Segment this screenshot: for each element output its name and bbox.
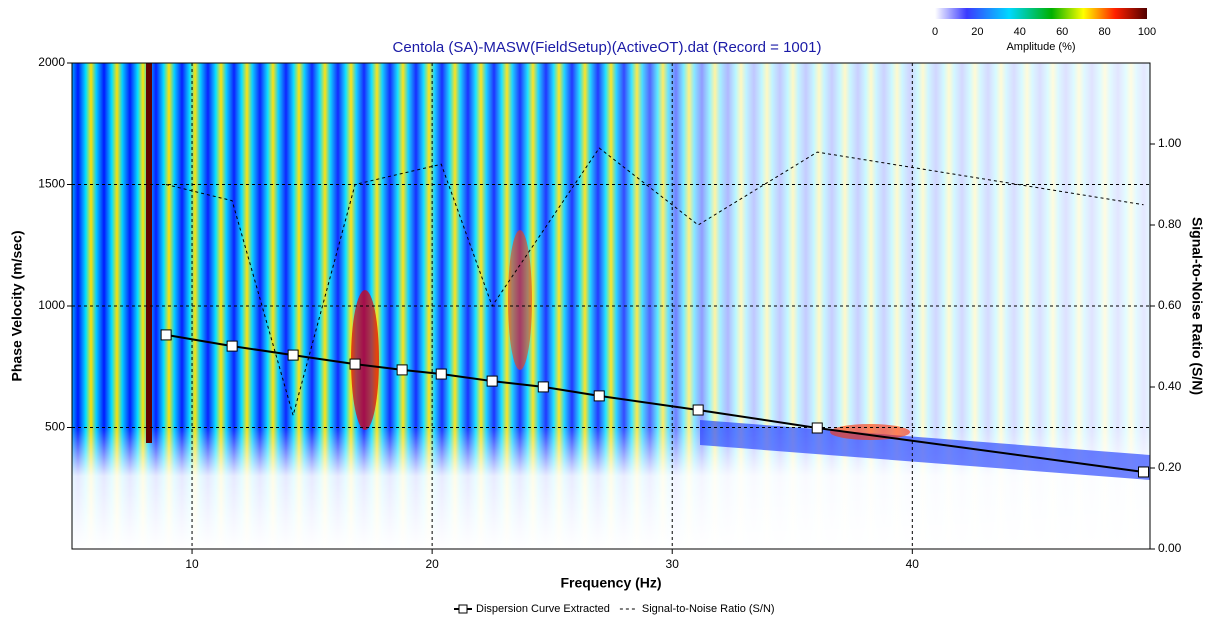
point — [226, 340, 238, 352]
colorbar-tick-label: 40 — [1014, 26, 1026, 38]
point — [537, 381, 549, 393]
point — [486, 375, 498, 387]
dispersion-image — [72, 63, 1150, 549]
y-tick-label: 500 — [45, 420, 65, 434]
y-tick-label: 1500 — [38, 177, 65, 191]
x-tick-label: 40 — [906, 557, 920, 571]
y2-tick-label: 0.60 — [1158, 298, 1182, 312]
chart-title: Centola (SA)-MASW(FieldSetup)(ActiveOT).… — [393, 39, 822, 56]
x-tick-label: 20 — [425, 557, 439, 571]
y2-tick-label: 0.00 — [1158, 541, 1182, 555]
x-tick-label: 30 — [666, 557, 680, 571]
point — [435, 368, 447, 380]
point — [396, 364, 408, 376]
point — [811, 422, 823, 434]
x-tick-label: 10 — [185, 557, 199, 571]
point — [593, 390, 605, 402]
y2-tick-label: 0.20 — [1158, 460, 1182, 474]
colorbar-tick-label: 60 — [1056, 26, 1068, 38]
colorbar-tick-label: 0 — [932, 26, 938, 38]
y-axis-label: Phase Velocity (m/sec) — [9, 231, 25, 382]
dispersion-line — [165, 333, 1144, 473]
y-tick-label: 1000 — [38, 298, 65, 312]
x-axis-label: Frequency (Hz) — [560, 575, 661, 591]
colorbar-tick-label: 20 — [971, 26, 983, 38]
y2-tick-label: 0.40 — [1158, 379, 1182, 393]
point — [692, 404, 704, 416]
legend-label: Signal-to-Noise Ratio (S/N) — [642, 603, 775, 615]
y2-tick-label: 1.00 — [1158, 136, 1182, 150]
y2-axis-label: Signal-to-Noise Ratio (S/N) — [1189, 217, 1205, 395]
colorbar-label: Amplitude (%) — [1006, 41, 1075, 53]
y2-tick-label: 0.80 — [1158, 217, 1182, 231]
colorbar-tick-label: 100 — [1138, 26, 1156, 38]
legend-label: Dispersion Curve Extracted — [476, 603, 610, 615]
point — [349, 358, 361, 370]
point — [287, 349, 299, 361]
point — [160, 329, 172, 341]
colorbar-tick-label: 80 — [1098, 26, 1110, 38]
colorbar — [935, 8, 1147, 19]
legend-marker — [458, 604, 468, 614]
point — [1138, 466, 1150, 478]
y-tick-label: 2000 — [38, 55, 65, 69]
